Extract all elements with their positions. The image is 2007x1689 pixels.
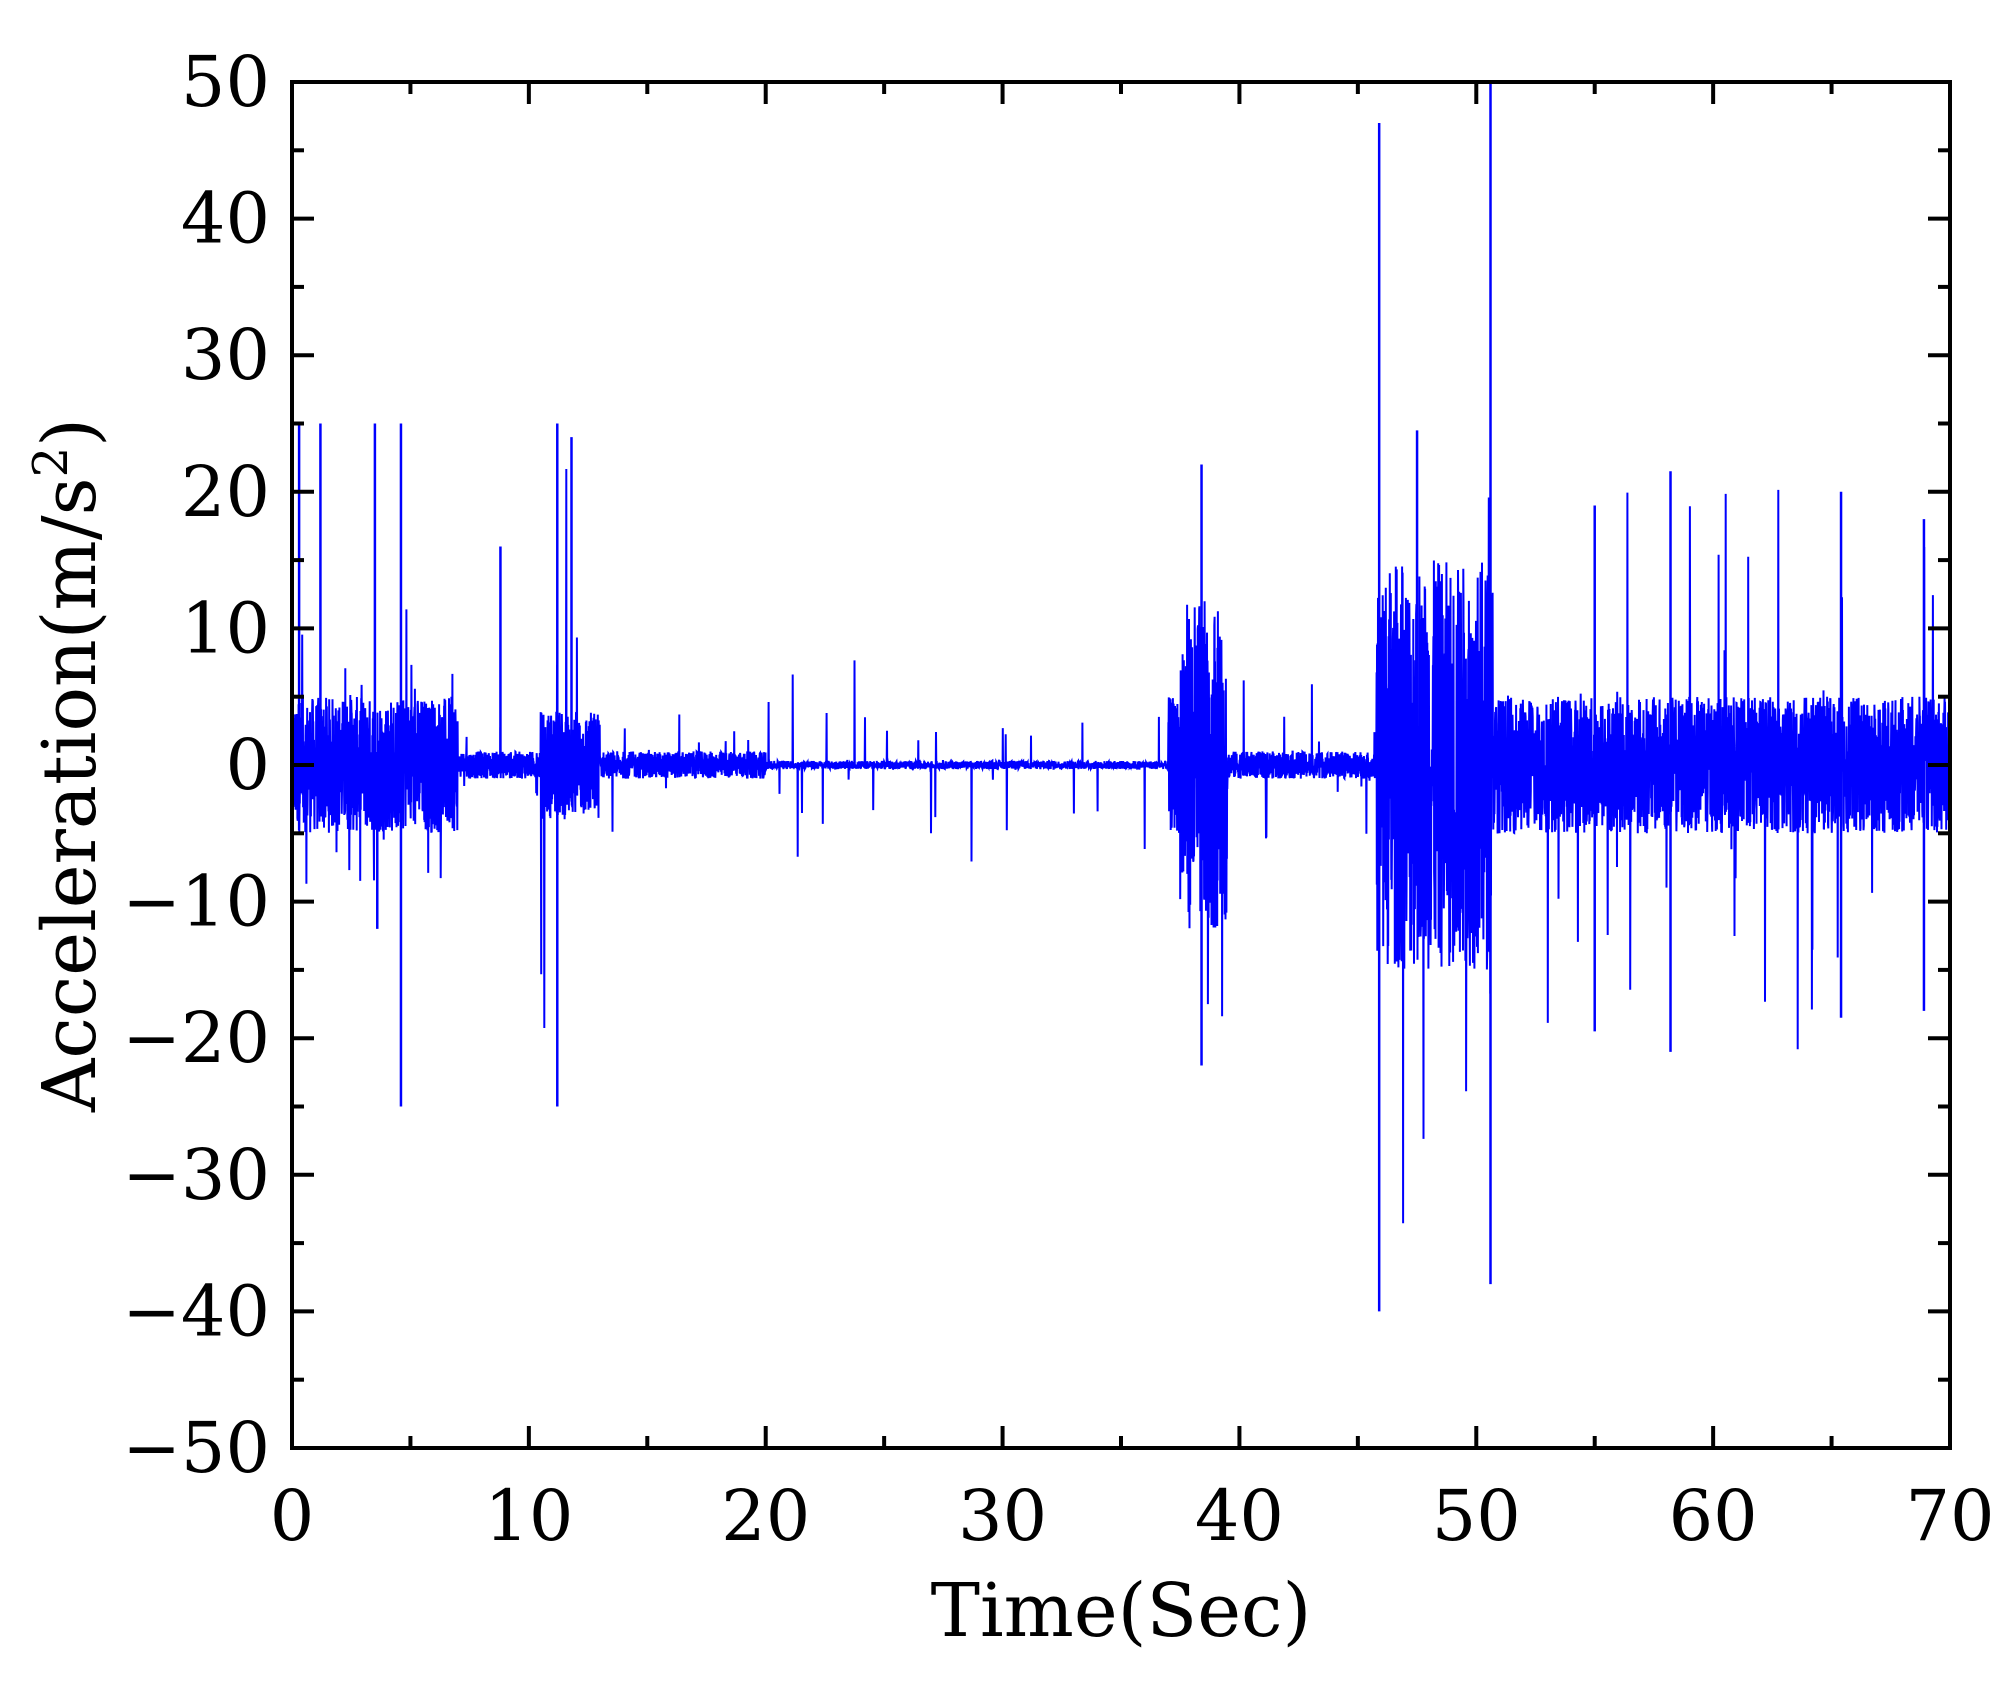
ticks-group [290,80,1952,1450]
y-axis-title-superscript: 2 [23,447,79,478]
x-axis-title: Time(Sec) [931,1568,1312,1654]
x-tick-label: 10 [484,1475,573,1557]
y-tick-label: −20 [122,997,270,1079]
x-tick-label: 50 [1432,1475,1521,1557]
y-tick-label: 30 [181,314,270,396]
y-tick-label: 0 [225,724,270,806]
x-tick-label: 30 [958,1475,1047,1557]
acceleration-series-line [292,468,1950,1224]
y-tick-label: −50 [122,1407,270,1489]
y-tick-label: 20 [181,451,270,533]
y-axis-title-main: Acceleration(m/s [27,477,113,1113]
y-tick-label: 40 [181,178,270,260]
x-tick-label: 70 [1905,1475,1994,1557]
y-tick-label: 10 [181,587,270,669]
x-tick-label: 20 [721,1475,810,1557]
y-axis-title-close: ) [27,418,113,447]
x-tick-label: 60 [1669,1475,1758,1557]
tick-labels-group: 0 10 20 30 40 50 60 70 50 40 30 20 10 0 −10 −20 −30 −40 −5… [122,41,1994,1557]
x-tick-label: 0 [270,1475,315,1557]
y-axis-title: Acceleration(m/s2) [23,418,113,1113]
x-tick-label: 40 [1195,1475,1284,1557]
y-tick-label: 50 [181,41,270,123]
y-tick-label: −30 [122,1134,270,1216]
y-tick-label: −10 [122,861,270,943]
y-tick-label: −40 [122,1270,270,1352]
series-group [292,82,1950,1312]
